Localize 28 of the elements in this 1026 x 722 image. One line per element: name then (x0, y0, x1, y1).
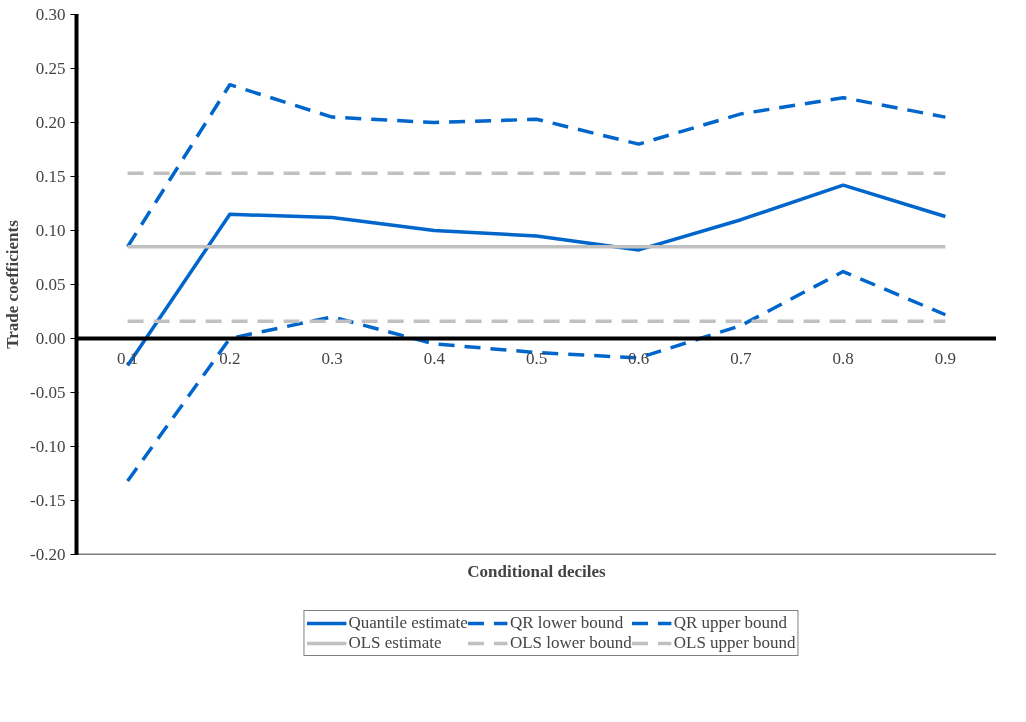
y-tick-label: 0.05 (35, 275, 66, 294)
x-tick-label: 0.7 (730, 348, 753, 368)
legend-label: Quantile estimate (348, 613, 468, 633)
x-tick-label: 0.3 (321, 348, 343, 368)
x-tick-label: 0.9 (934, 348, 957, 368)
y-tick-label: 0.30 (35, 5, 66, 24)
x-tick-label: 0.8 (832, 348, 854, 368)
y-tick-label: -0.05 (30, 383, 66, 402)
x-tick-label: 0.2 (219, 348, 241, 368)
legend-label: QR lower bound (509, 613, 624, 633)
legend-label: OLS estimate (348, 633, 442, 653)
y-tick-label: 0.15 (35, 167, 66, 186)
x-tick-label: 0.4 (423, 348, 446, 368)
y-tick-label: 0.25 (35, 59, 66, 78)
y-tick-label: -0.15 (30, 491, 66, 510)
x-tick-label: 0.5 (525, 348, 548, 368)
y-tick-label: -0.10 (30, 437, 66, 456)
legend-label: OLS upper bound (673, 633, 796, 653)
y-tick-label: 0.10 (35, 221, 66, 240)
x-axis-title: Conditional deciles (467, 561, 607, 581)
legend-label: OLS lower bound (509, 633, 632, 653)
y-axis-title: Trade coefficients (3, 219, 23, 349)
legend-label: QR upper bound (673, 613, 788, 633)
y-tick-label: 0.20 (35, 113, 66, 132)
y-tick-label: -0.20 (30, 545, 66, 564)
x-tick-label: 0.6 (628, 348, 650, 368)
y-tick-label: 0.00 (35, 329, 66, 348)
line-series (125, 82, 948, 249)
